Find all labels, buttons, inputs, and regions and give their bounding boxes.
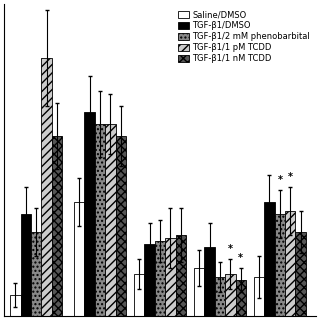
Bar	[134, 274, 144, 316]
Bar	[236, 280, 246, 316]
Bar	[20, 214, 31, 316]
Bar	[84, 112, 95, 316]
Legend: Saline/DMSO, TGF-β1/DMSO, TGF-β1/2 mM phenobarbital, TGF-β1/1 pM TCDD, TGF-β1/1 : Saline/DMSO, TGF-β1/DMSO, TGF-β1/2 mM ph…	[176, 8, 312, 65]
Bar	[155, 241, 165, 316]
Text: *: *	[288, 172, 293, 182]
Bar	[95, 124, 105, 316]
Bar	[295, 232, 306, 316]
Bar	[275, 214, 285, 316]
Bar	[31, 232, 41, 316]
Bar	[215, 277, 225, 316]
Bar	[52, 136, 62, 316]
Bar	[165, 238, 176, 316]
Bar	[10, 295, 20, 316]
Bar	[105, 124, 116, 316]
Bar	[264, 202, 275, 316]
Text: *: *	[238, 253, 243, 263]
Bar	[225, 274, 236, 316]
Bar	[204, 247, 215, 316]
Bar	[41, 58, 52, 316]
Text: *: *	[277, 175, 282, 185]
Bar	[194, 268, 204, 316]
Bar	[116, 136, 126, 316]
Bar	[74, 202, 84, 316]
Bar	[176, 235, 186, 316]
Bar	[144, 244, 155, 316]
Bar	[285, 211, 295, 316]
Text: *: *	[228, 244, 233, 254]
Bar	[254, 277, 264, 316]
